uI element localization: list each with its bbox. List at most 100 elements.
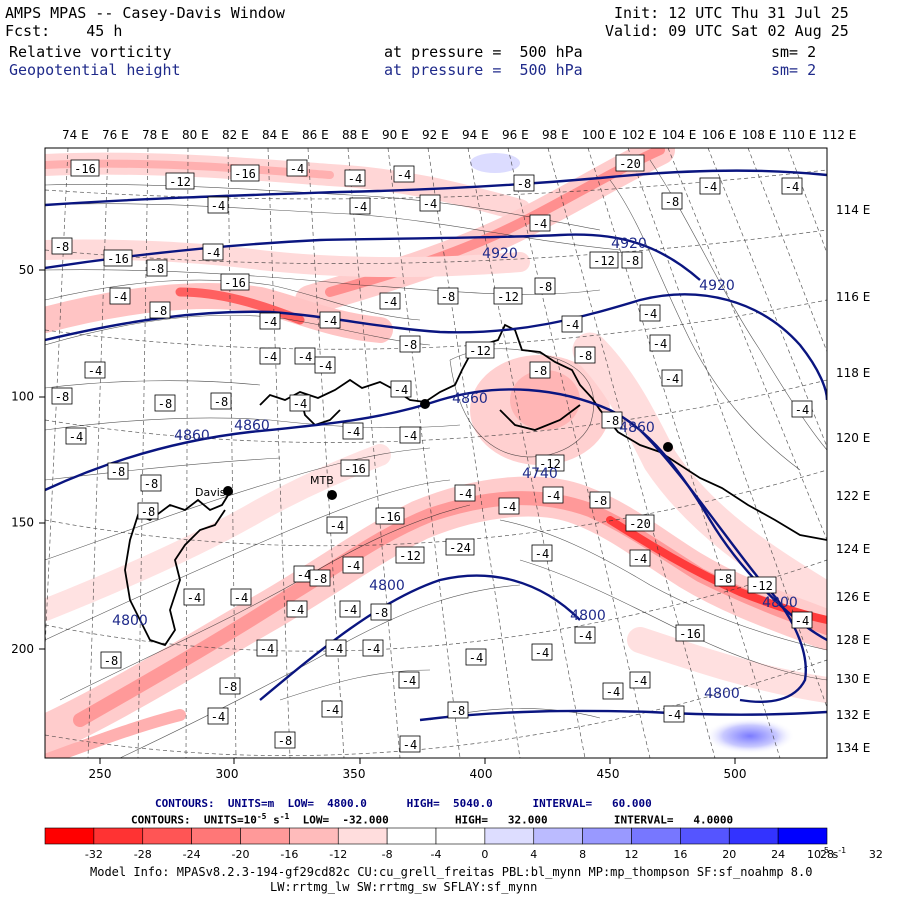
svg-text:-4: -4 <box>330 519 344 533</box>
svg-text:-8: -8 <box>158 397 172 411</box>
svg-text:-4: -4 <box>346 559 360 573</box>
svg-text:-4: -4 <box>502 500 516 514</box>
vorticity-contour-label: -8 <box>529 361 551 379</box>
top-axis-label: 90 E <box>382 128 409 142</box>
svg-text:-24: -24 <box>449 541 471 555</box>
svg-text:-8: -8 <box>150 262 164 276</box>
colorbar-tick-label: -28 <box>134 848 152 861</box>
svg-text:-4: -4 <box>69 430 83 444</box>
vorticity-contour-label: -8 <box>309 569 331 587</box>
init-time: Init: 12 UTC Thu 31 Jul 25 <box>614 4 849 22</box>
svg-text:-4: -4 <box>346 425 360 439</box>
height-contour-label: 4860 <box>174 428 210 444</box>
svg-text:-8: -8 <box>374 606 388 620</box>
colorbar-tick-label: -24 <box>183 848 201 861</box>
vorticity-contour-label: -4 <box>574 626 596 644</box>
svg-text:-16: -16 <box>224 276 246 290</box>
svg-text:-4: -4 <box>298 350 312 364</box>
height-contour-label: 4860 <box>452 391 488 407</box>
svg-text:-8: -8 <box>278 734 292 748</box>
svg-text:-8: -8 <box>665 195 679 209</box>
vorticity-contour-label: -4 <box>529 214 551 232</box>
svg-text:-4: -4 <box>423 197 437 211</box>
vorticity-contour-label: -8 <box>621 251 643 269</box>
svg-text:-12: -12 <box>169 175 191 189</box>
vorticity-contour-label: -4 <box>65 427 87 445</box>
colorbar-swatch <box>93 827 144 845</box>
height-contour-label: 4860 <box>234 418 270 434</box>
height-contour-label: 4800 <box>112 613 148 629</box>
map-field <box>45 148 827 758</box>
vorticity-contour-label: -8 <box>146 259 168 277</box>
svg-text:-4: -4 <box>795 614 809 628</box>
svg-text:-4: -4 <box>397 168 411 182</box>
svg-text:-8: -8 <box>578 349 592 363</box>
svg-text:-8: -8 <box>538 280 552 294</box>
right-axis-label: 124 E <box>836 542 870 556</box>
svg-text:-4: -4 <box>290 162 304 176</box>
vorticity-legend-exp: -5 <box>256 812 267 821</box>
vorticity-contour-label: -8 <box>149 301 171 319</box>
svg-text:-8: -8 <box>144 477 158 491</box>
vorticity-contour-label: -8 <box>370 603 392 621</box>
vorticity-contour-label: -4 <box>207 196 229 214</box>
top-axis-label: 88 E <box>342 128 369 142</box>
top-axis-label: 86 E <box>302 128 329 142</box>
svg-text:-4: -4 <box>293 397 307 411</box>
top-axis-label: 106 E <box>702 128 736 142</box>
top-axis-label: 96 E <box>502 128 529 142</box>
colorbar-swatch <box>386 827 437 845</box>
vorticity-contour-label: -12 <box>747 576 777 594</box>
svg-text:-8: -8 <box>593 494 607 508</box>
vorticity-contour-label: -12 <box>165 172 195 190</box>
svg-text:-4: -4 <box>343 603 357 617</box>
svg-text:-4: -4 <box>653 337 667 351</box>
svg-text:-8: -8 <box>55 390 69 404</box>
vorticity-label-group: -16 -12 -16 -4 -4 -4 -8 -20 -4 -4 -4 -4 -4 -8 -8 -16 -4 -… <box>51 154 813 753</box>
colorbar-swatch <box>728 827 779 845</box>
vorticity-contour-label: -4 <box>399 426 421 444</box>
vorticity-contour-label: -20 <box>625 514 655 532</box>
height-label-group: 4920 4920 4920 4860 4860 4860 4860 4800 4800 4800… <box>112 236 798 702</box>
colorbar-unit: 10-5 s-1 <box>807 846 846 861</box>
vorticity-contour-label: -4 <box>256 639 278 657</box>
vorticity-contour-label: -4 <box>202 243 224 261</box>
top-axis-label: 76 E <box>102 128 129 142</box>
vorticity-contour-label: -8 <box>661 192 683 210</box>
svg-text:-8: -8 <box>104 654 118 668</box>
top-axis-label: 108 E <box>742 128 776 142</box>
colorbar-tick-label: -32 <box>85 848 103 861</box>
vorticity-contour-label: -4 <box>349 197 371 215</box>
right-axis-label: 134 E <box>836 741 870 755</box>
vorticity-legend-mid: s <box>266 813 280 827</box>
field2-name: Geopotential height <box>9 61 181 79</box>
vorticity-contour-label: -8 <box>137 502 159 520</box>
svg-text:-4: -4 <box>403 429 417 443</box>
vorticity-contour-label: -8 <box>107 462 129 480</box>
vorticity-contour-label: -8 <box>140 474 162 492</box>
svg-text:-4: -4 <box>211 710 225 724</box>
field1-name: Relative vorticity <box>9 43 172 61</box>
vorticity-contour-label: -4 <box>207 707 229 725</box>
top-axis-label: 98 E <box>542 128 569 142</box>
svg-text:-4: -4 <box>795 403 809 417</box>
top-axis-label: 78 E <box>142 128 169 142</box>
vorticity-contour-label: -12 <box>395 546 425 564</box>
vorticity-contour-label: -4 <box>602 682 624 700</box>
vorticity-contour-label: -8 <box>589 491 611 509</box>
right-axis-label: 120 E <box>836 431 870 445</box>
height-contour-label: 4740 <box>522 466 558 482</box>
svg-text:-4: -4 <box>546 489 560 503</box>
field2-smoothing: sm= 2 <box>771 61 817 79</box>
vorticity-contour-label: -4 <box>791 400 813 418</box>
vorticity-contour-label: -4 <box>561 315 583 333</box>
colorbar-tick-label: -8 <box>382 848 393 861</box>
y-tick-label: 100 <box>11 389 34 403</box>
svg-text:-8: -8 <box>625 254 639 268</box>
top-axis-label: 74 E <box>62 128 89 142</box>
vorticity-contour-label: -4 <box>362 639 384 657</box>
svg-text:-4: -4 <box>297 568 311 582</box>
y-tick-label: 200 <box>11 642 34 656</box>
colorbar-tick-label: 4 <box>530 848 537 861</box>
